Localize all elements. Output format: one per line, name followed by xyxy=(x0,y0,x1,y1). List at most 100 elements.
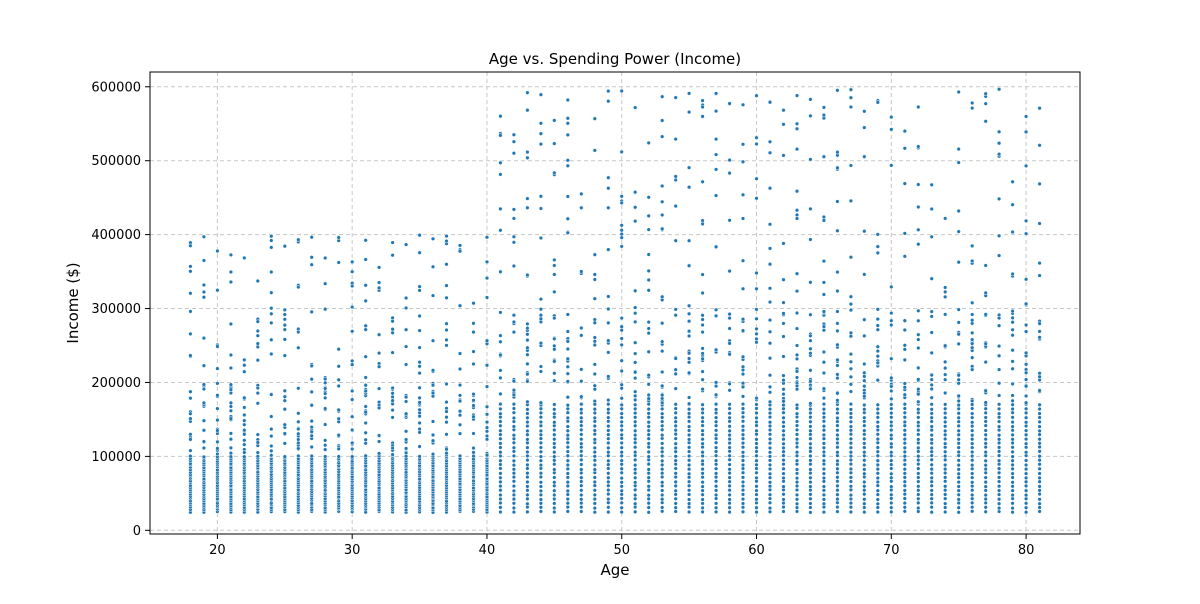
data-point xyxy=(619,492,624,497)
data-point xyxy=(309,235,314,240)
data-point xyxy=(767,427,773,433)
data-point xyxy=(929,483,934,488)
data-point xyxy=(713,415,719,420)
data-point xyxy=(403,394,409,400)
data-point xyxy=(727,424,732,429)
data-point xyxy=(929,407,934,412)
data-point xyxy=(525,272,530,278)
data-point xyxy=(848,87,854,92)
data-point xyxy=(660,118,665,123)
data-point xyxy=(1023,445,1029,450)
data-point xyxy=(525,332,530,337)
data-point xyxy=(808,406,813,412)
data-point xyxy=(606,487,611,493)
data-point xyxy=(579,445,584,450)
data-point xyxy=(525,492,530,498)
data-point xyxy=(646,441,651,446)
data-point xyxy=(619,244,624,249)
data-point xyxy=(835,269,840,275)
data-point xyxy=(794,487,800,493)
data-point xyxy=(606,205,611,210)
data-point xyxy=(673,95,678,100)
data-point xyxy=(201,258,207,263)
data-point xyxy=(754,331,759,337)
data-point xyxy=(740,487,746,493)
data-point xyxy=(619,324,624,329)
data-point xyxy=(444,321,449,326)
data-point xyxy=(835,483,840,489)
data-point xyxy=(296,345,301,350)
data-point xyxy=(875,232,880,237)
data-point xyxy=(916,505,921,511)
data-point xyxy=(538,410,544,416)
data-point xyxy=(889,423,894,428)
data-point xyxy=(565,483,570,489)
data-point xyxy=(592,320,597,325)
data-point xyxy=(646,432,651,437)
data-point xyxy=(821,441,827,446)
data-point xyxy=(767,384,773,390)
data-point xyxy=(565,440,570,445)
data-point xyxy=(835,479,840,484)
data-point xyxy=(970,341,975,346)
data-point xyxy=(511,483,517,489)
data-point xyxy=(660,480,665,485)
data-point xyxy=(269,269,274,275)
data-point xyxy=(889,427,894,433)
data-point xyxy=(713,419,719,424)
data-point xyxy=(956,505,961,510)
data-point xyxy=(996,453,1002,458)
data-point xyxy=(916,440,921,446)
data-point xyxy=(498,428,503,433)
data-point xyxy=(296,386,301,391)
data-point xyxy=(929,419,934,424)
data-point xyxy=(1010,398,1015,403)
data-point xyxy=(848,351,854,357)
data-point xyxy=(619,328,624,333)
data-point xyxy=(619,496,624,501)
data-point xyxy=(848,432,854,437)
data-point xyxy=(754,93,759,98)
data-point xyxy=(565,194,570,199)
data-point xyxy=(511,139,517,144)
data-point xyxy=(835,363,840,368)
data-point xyxy=(376,405,382,411)
data-point xyxy=(1010,402,1015,407)
data-point xyxy=(606,483,611,488)
data-point xyxy=(916,496,921,501)
data-point xyxy=(660,445,665,451)
data-point xyxy=(821,214,827,220)
data-point xyxy=(579,407,584,412)
data-point xyxy=(808,505,813,510)
data-point xyxy=(1010,505,1015,511)
data-point xyxy=(781,373,786,378)
data-point xyxy=(916,104,921,110)
data-point xyxy=(376,364,382,369)
data-point xyxy=(242,432,247,437)
data-point xyxy=(740,159,746,164)
data-point xyxy=(417,328,422,333)
data-point xyxy=(552,359,557,364)
data-point xyxy=(916,475,921,480)
data-point xyxy=(525,509,530,515)
data-point xyxy=(1010,462,1015,468)
data-point xyxy=(956,449,961,455)
data-point xyxy=(781,406,786,411)
grid-lines xyxy=(150,72,1080,534)
data-point xyxy=(970,428,975,433)
data-point xyxy=(296,329,301,335)
data-point xyxy=(242,412,247,418)
data-point xyxy=(943,406,948,411)
data-point xyxy=(916,345,921,351)
data-point xyxy=(956,441,961,446)
data-point xyxy=(875,323,880,328)
data-point xyxy=(498,375,503,381)
data-point xyxy=(956,377,961,382)
data-point xyxy=(673,488,678,493)
data-point xyxy=(619,149,624,155)
data-point xyxy=(673,471,678,476)
data-point xyxy=(633,501,638,506)
data-point xyxy=(781,466,786,471)
data-point xyxy=(215,288,220,293)
data-point xyxy=(242,454,247,459)
